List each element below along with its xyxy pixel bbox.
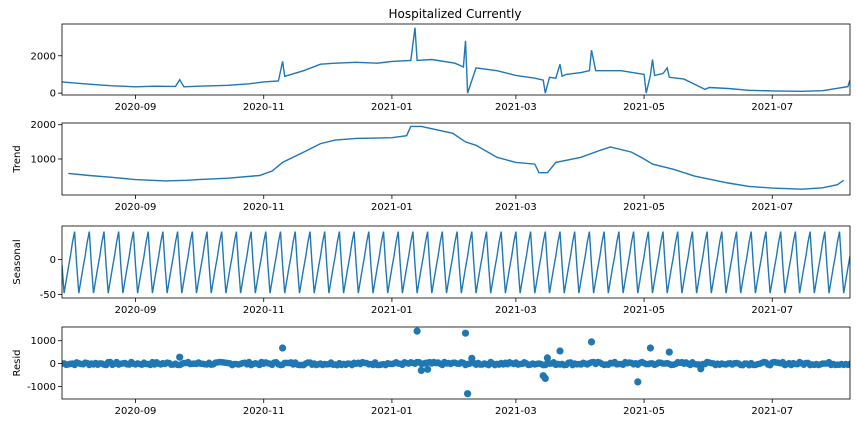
observed-plot-area [62, 27, 850, 94]
resid-y-tick-label: -1000 [27, 382, 56, 393]
seasonal-y-tick-label: -50 [40, 290, 56, 301]
trend-x-tick-label: 2020-09 [115, 202, 157, 213]
resid-y-tick-label: 0 [50, 359, 56, 370]
panel-observed: 0 2000 2020-09 2020-11 2021-01 2021-03 2021-05… [31, 23, 851, 113]
resid-x-tick-label: 2021-03 [495, 406, 537, 417]
resid-outlier-point [468, 354, 476, 362]
resid-outlier-point [417, 366, 425, 374]
seasonal-x-tick-label: 2021-01 [371, 305, 413, 316]
observed-x-tick-label: 2021-05 [623, 102, 665, 113]
panel-trend: 1000 2000 2020-09 2020-11 2021-01 2021-03 2021… [12, 120, 851, 213]
observed-x-tick-label: 2020-11 [243, 102, 285, 113]
resid-outlier-point [665, 348, 673, 356]
resid-outlier-point [543, 354, 552, 362]
resid-x-tick-label: 2020-09 [115, 406, 157, 417]
trend-y-tick-label: 1000 [31, 155, 56, 166]
resid-x-tick-label: 2021-05 [623, 406, 665, 417]
seasonal-x-tick-label: 2021-03 [495, 305, 537, 316]
resid-outlier-point [413, 327, 421, 335]
resid-plot-area [62, 327, 850, 398]
trend-x-tick-label: 2021-07 [751, 202, 793, 213]
panel-resid: -1000 0 1000 2020-09 2020-11 2021-01 2021-03 20… [12, 326, 851, 417]
trend-series-line [68, 125, 845, 190]
resid-y-tick-label: 1000 [31, 336, 56, 347]
observed-x-tick-label: 2020-09 [115, 102, 157, 113]
trend-x-tick-label: 2020-11 [243, 202, 285, 213]
resid-outlier-point [541, 374, 549, 382]
resid-x-tick-label: 2021-01 [371, 406, 413, 417]
chart-title: Hospitalized Currently [389, 7, 522, 21]
observed-x-tick-label: 2021-01 [371, 102, 413, 113]
resid-outlier-point [587, 338, 596, 346]
resid-point [846, 360, 850, 368]
seasonal-x-tick-label: 2021-05 [623, 305, 665, 316]
resid-y-axis-label: Resid [12, 350, 23, 377]
trend-x-tick-label: 2021-01 [371, 202, 413, 213]
observed-y-tick-label: 2000 [31, 51, 56, 62]
resid-axes-frame [61, 326, 851, 400]
resid-x-tick-label: 2021-07 [751, 406, 793, 417]
observed-y-tick-label: 0 [50, 89, 56, 100]
observed-x-tick-label: 2021-03 [495, 102, 537, 113]
resid-outlier-point [176, 353, 184, 361]
observed-x-tick-label: 2021-07 [751, 102, 793, 113]
resid-outlier-point [697, 365, 705, 373]
resid-outlier-point [556, 347, 564, 355]
panel-seasonal: -50 0 2020-09 2020-11 2021-01 2021-03 2021-05 2… [12, 225, 851, 316]
seasonal-y-axis-label: Seasonal [12, 239, 23, 284]
seasonal-plot-area [62, 231, 850, 294]
resid-x-tick-label: 2020-11 [243, 406, 285, 417]
trend-x-tick-label: 2021-03 [495, 202, 537, 213]
resid-outlier-point [634, 378, 642, 386]
seasonal-y-tick-label: 0 [50, 255, 56, 266]
observed-series-line [62, 27, 850, 94]
resid-outlier-point [464, 390, 472, 398]
observed-axes-frame [61, 23, 851, 96]
seasonal-axes-frame [61, 225, 851, 299]
resid-outlier-point [279, 344, 287, 352]
resid-outlier-point [424, 365, 432, 373]
trend-plot-area [68, 125, 845, 190]
resid-outlier-point [461, 329, 470, 337]
trend-x-tick-label: 2021-05 [623, 202, 665, 213]
trend-y-tick-label: 2000 [31, 120, 56, 131]
trend-y-axis-label: Trend [12, 145, 23, 173]
seasonal-x-tick-label: 2020-09 [115, 305, 157, 316]
resid-outlier-point [646, 344, 655, 352]
seasonal-x-tick-label: 2020-11 [243, 305, 285, 316]
seasonal-x-tick-label: 2021-07 [751, 305, 793, 316]
seasonal-series-line [62, 231, 850, 294]
